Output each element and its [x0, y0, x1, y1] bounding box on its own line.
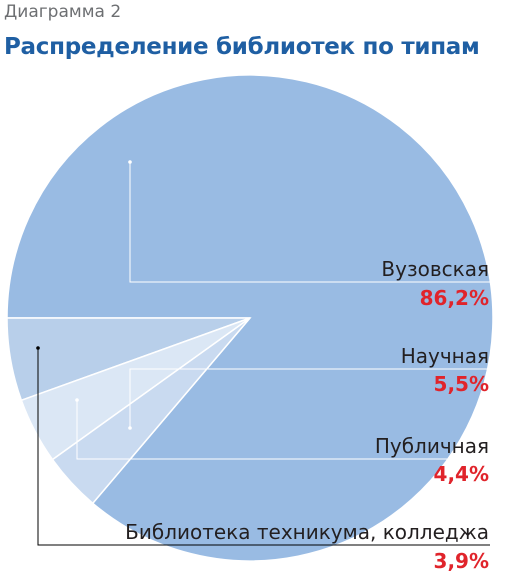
slice-value-3: 4,4% — [434, 462, 489, 486]
chart-caption: Диаграмма 2 — [4, 2, 122, 22]
chart-title: Распределение библиотек по типам — [4, 34, 480, 60]
leader-dot-3 — [75, 398, 79, 402]
leader-dot-4 — [36, 346, 40, 350]
leader-line-3 — [76, 400, 490, 460]
slice-label-3: Публичная — [375, 434, 489, 458]
slice-value-1: 86,2% — [420, 286, 489, 310]
leader-dot-1 — [128, 160, 132, 164]
leader-dot-2 — [128, 426, 132, 430]
slice-value-4: 3,9% — [434, 549, 489, 573]
pie-slice-4 — [51, 317, 251, 505]
leader-line-2 — [129, 368, 490, 428]
leader-line-1 — [129, 162, 490, 283]
slice-label-1: Вузовская — [381, 257, 489, 281]
slice-label-2: Научная — [401, 344, 489, 368]
slice-label-4: Библиотека техникума, колледжа — [125, 520, 489, 544]
leader-line-4 — [37, 348, 490, 546]
slice-value-2: 5,5% — [434, 372, 489, 396]
